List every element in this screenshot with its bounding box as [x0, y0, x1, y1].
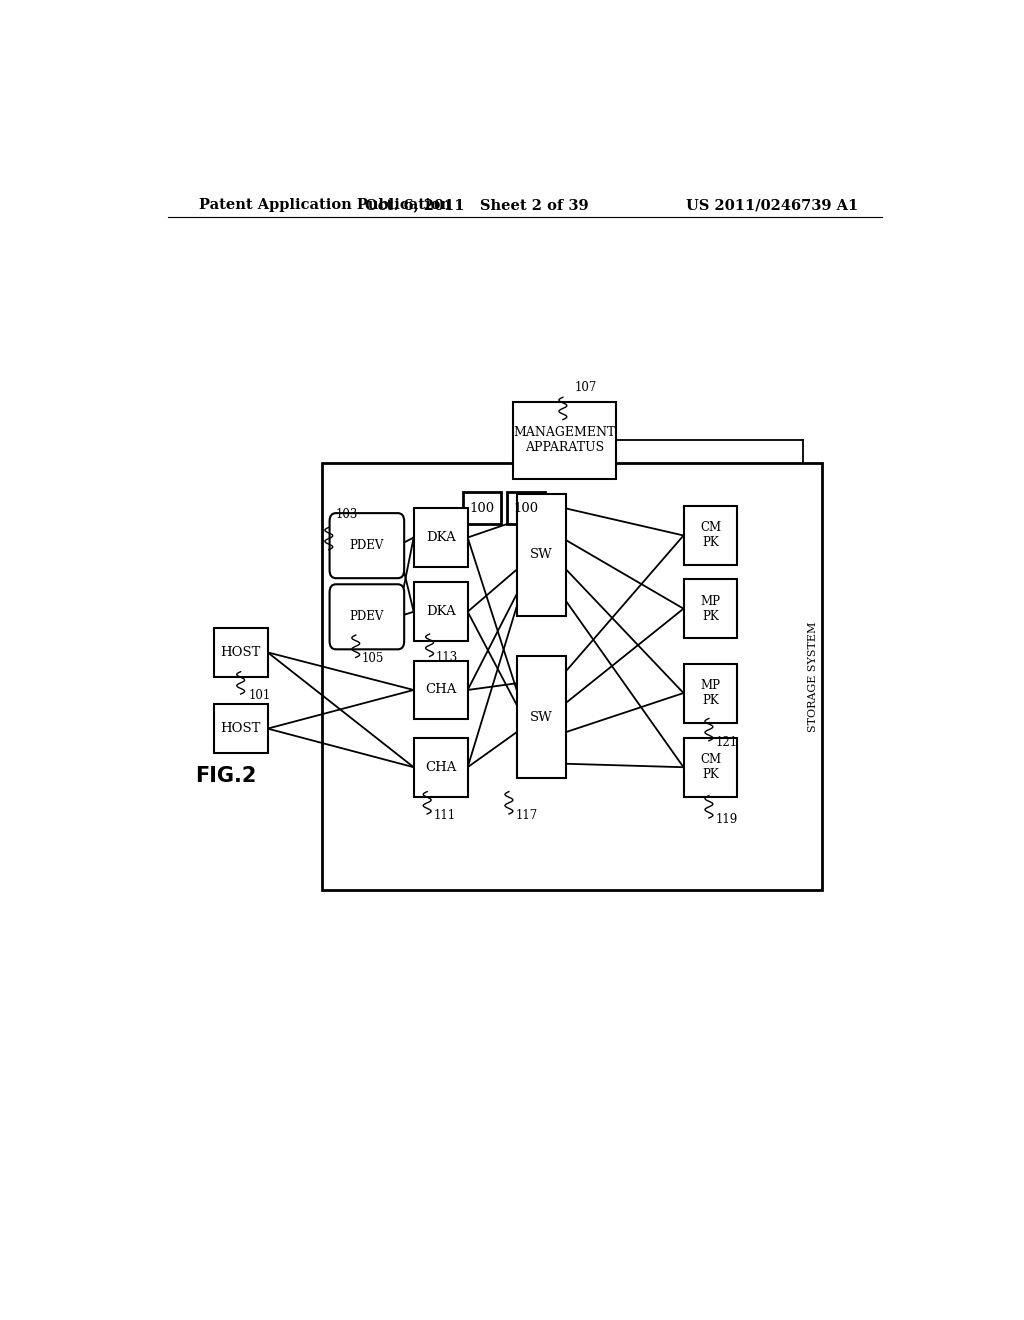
Bar	[684, 506, 737, 565]
Text: 107: 107	[574, 381, 597, 395]
Bar	[214, 704, 267, 752]
Bar	[414, 582, 468, 642]
Bar	[414, 660, 468, 719]
Bar	[507, 492, 546, 524]
Text: DKA: DKA	[426, 531, 456, 544]
Text: 105: 105	[362, 652, 384, 665]
Text: CHA: CHA	[425, 684, 457, 697]
Text: PDEV: PDEV	[349, 539, 384, 552]
Text: Oct. 6, 2011   Sheet 2 of 39: Oct. 6, 2011 Sheet 2 of 39	[366, 198, 589, 213]
Text: HOST: HOST	[220, 722, 261, 735]
Text: STORAGE SYSTEM: STORAGE SYSTEM	[808, 622, 818, 733]
Text: 103: 103	[335, 508, 357, 521]
FancyBboxPatch shape	[330, 585, 404, 649]
Text: MANAGEMENT
APPARATUS: MANAGEMENT APPARATUS	[513, 426, 615, 454]
Text: 101: 101	[249, 689, 271, 702]
Bar	[323, 463, 822, 890]
Text: 121: 121	[715, 735, 737, 748]
Text: CHA: CHA	[425, 760, 457, 774]
Text: 117: 117	[515, 809, 538, 822]
Text: SW: SW	[530, 711, 553, 723]
Text: PDEV: PDEV	[349, 610, 384, 623]
Bar	[463, 492, 501, 524]
Text: FIG.2: FIG.2	[196, 767, 257, 787]
Bar	[684, 579, 737, 638]
Text: US 2011/0246739 A1: US 2011/0246739 A1	[686, 198, 858, 213]
Text: HOST: HOST	[220, 645, 261, 659]
Text: Patent Application Publication: Patent Application Publication	[200, 198, 452, 213]
Text: 119: 119	[715, 813, 737, 826]
Bar	[414, 508, 468, 568]
Bar	[684, 664, 737, 722]
Text: DKA: DKA	[426, 605, 456, 618]
Text: 100: 100	[469, 502, 495, 515]
Text: 111: 111	[433, 809, 456, 822]
Bar	[684, 738, 737, 797]
Text: CM
PK: CM PK	[700, 754, 721, 781]
Bar	[513, 403, 616, 479]
Text: 113: 113	[436, 651, 458, 664]
Text: MP
PK: MP PK	[700, 595, 721, 623]
Bar	[517, 494, 566, 615]
Text: CM
PK: CM PK	[700, 521, 721, 549]
Text: 100: 100	[514, 502, 539, 515]
Bar	[414, 738, 468, 797]
Bar	[214, 628, 267, 677]
Bar	[517, 656, 566, 779]
Text: MP
PK: MP PK	[700, 678, 721, 708]
Text: SW: SW	[530, 548, 553, 561]
FancyBboxPatch shape	[330, 513, 404, 578]
